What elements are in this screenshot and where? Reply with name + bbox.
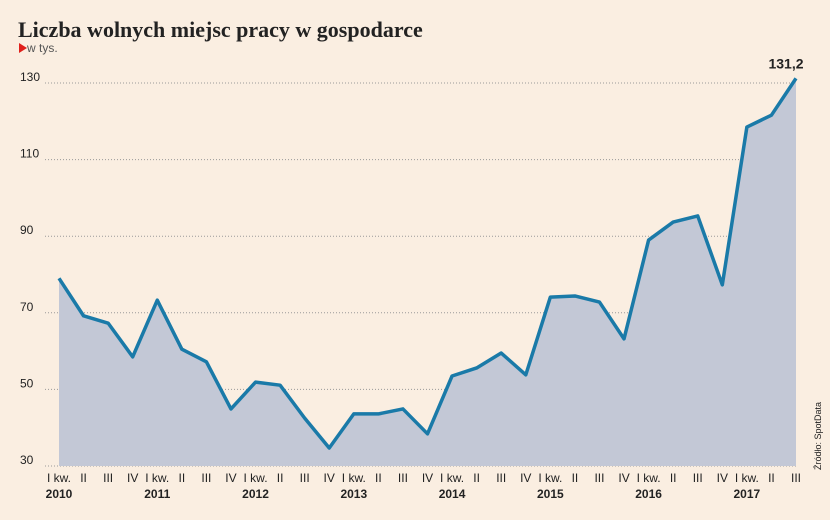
x-tick-label: III	[594, 471, 604, 485]
x-tick-label: I kw.	[244, 471, 268, 485]
year-label: 2013	[340, 487, 367, 501]
x-tick-label: II	[670, 471, 677, 485]
x-tick-label: IV	[520, 471, 531, 485]
x-tick-label: IV	[422, 471, 433, 485]
subtitle: w tys.	[26, 41, 58, 55]
x-tick-label: I kw.	[538, 471, 562, 485]
x-tick-label: I kw.	[342, 471, 366, 485]
x-tick-label: I kw.	[440, 471, 464, 485]
x-tick-label: IV	[127, 471, 138, 485]
subtitle-marker	[19, 43, 27, 53]
year-label: 2010	[46, 487, 73, 501]
x-tick-label: I kw.	[145, 471, 169, 485]
line	[57, 77, 798, 450]
x-tick-label: II	[178, 471, 185, 485]
x-tick-label: II	[572, 471, 579, 485]
value-label: 131,2	[768, 55, 803, 71]
x-tick-label: IV	[717, 471, 728, 485]
x-tick-label: IV	[324, 471, 335, 485]
year-label: 2012	[242, 487, 269, 501]
x-tick-label: I kw.	[637, 471, 661, 485]
x-tick-label: II	[768, 471, 775, 485]
area	[59, 78, 796, 467]
year-label: 2011	[144, 487, 170, 501]
x-tick-label: II	[375, 471, 382, 485]
x-tick-label: II	[80, 471, 87, 485]
year-label: 2015	[537, 487, 564, 501]
y-tick-label: 90	[20, 223, 34, 237]
year-label: 2014	[439, 487, 466, 501]
year-label: 2017	[734, 487, 761, 501]
x-tick-label: III	[201, 471, 211, 485]
x-tick-label: III	[300, 471, 310, 485]
x-tick-label: IV	[618, 471, 629, 485]
year-label: 2016	[635, 487, 662, 501]
x-tick-label: III	[398, 471, 408, 485]
y-tick-label: 50	[20, 376, 34, 390]
x-tick-label: II	[277, 471, 284, 485]
chart-title: Liczba wolnych miejsc pracy w gospodarce	[18, 17, 423, 42]
x-tick-label: III	[103, 471, 113, 485]
x-tick-label: III	[496, 471, 506, 485]
x-tick-label: II	[473, 471, 480, 485]
x-tick-label: I kw.	[735, 471, 759, 485]
y-tick-label: 70	[20, 300, 34, 314]
x-tick-label: I kw.	[47, 471, 71, 485]
y-tick-label: 30	[20, 453, 34, 467]
y-tick-label: 130	[20, 70, 40, 84]
x-tick-label: IV	[225, 471, 236, 485]
x-tick-label: III	[791, 471, 801, 485]
source: Źródło: SpotData	[813, 402, 823, 470]
y-tick-label: 110	[20, 147, 39, 161]
x-tick-label: III	[693, 471, 703, 485]
